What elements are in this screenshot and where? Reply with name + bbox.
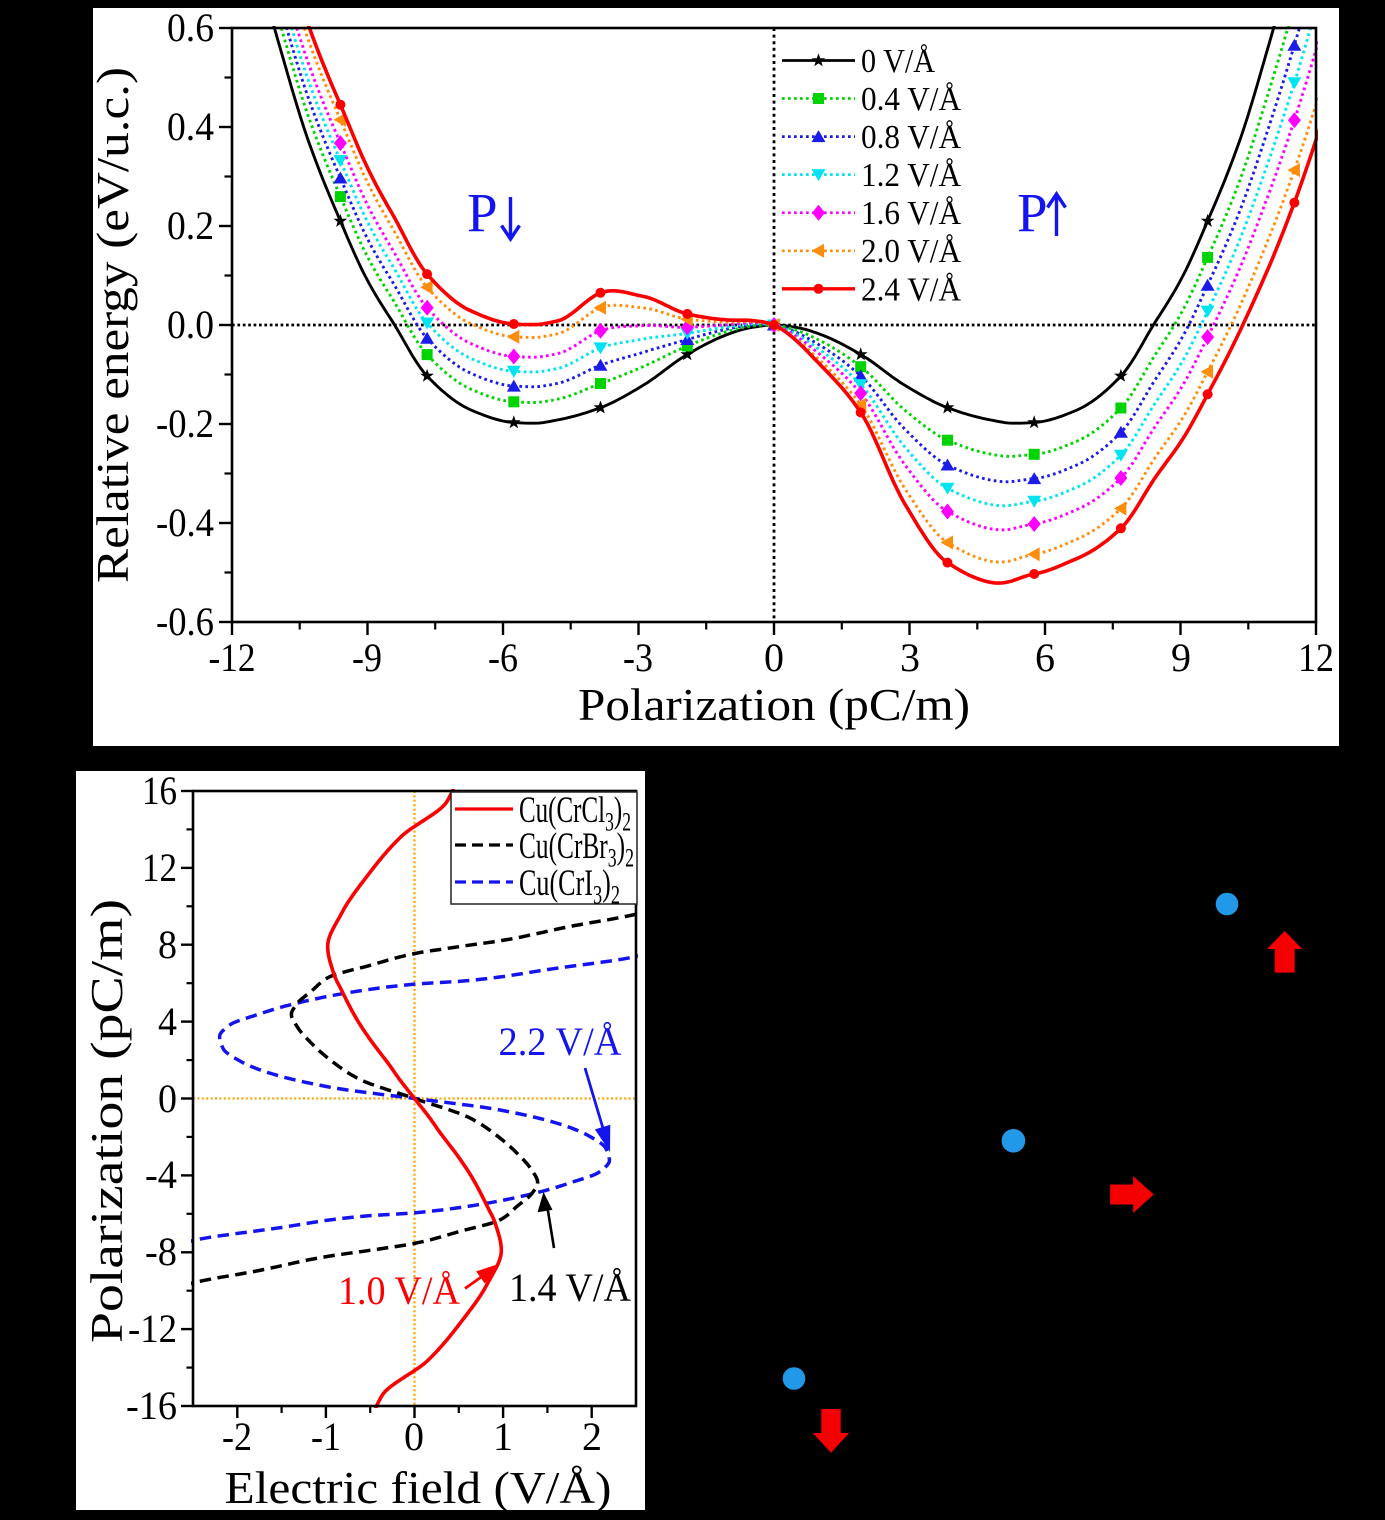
svg-text:-12: -12 [209,635,256,680]
svg-text:1.0 V/Å: 1.0 V/Å [338,1268,460,1313]
svg-text:Polarization (pC/m): Polarization (pC/m) [578,680,970,730]
svg-text:-3: -3 [623,635,653,680]
svg-text:16: 16 [142,768,177,813]
svg-text:-6: -6 [488,635,518,680]
svg-text:Cu(CrI3)2: Cu(CrI3)2 [519,863,620,910]
svg-text:4: 4 [158,999,177,1044]
svg-text:12: 12 [1298,635,1334,680]
svg-text:3: 3 [900,635,920,680]
svg-text:0.6: 0.6 [167,5,214,50]
svg-text:Relative energy (eV/u.c.): Relative energy (eV/u.c.) [88,67,138,583]
svg-text:0.2: 0.2 [167,203,214,248]
svg-text:P: P [1017,182,1048,243]
svg-text:-4: -4 [145,1152,177,1197]
svg-text:0.4 V/Å: 0.4 V/Å [861,81,961,118]
svg-text:0: 0 [158,1076,177,1121]
svg-text:2.2 V/Å: 2.2 V/Å [499,1019,622,1064]
svg-text:8: 8 [158,922,177,967]
svg-text:6: 6 [1035,635,1055,680]
svg-text:0.8 V/Å: 0.8 V/Å [861,119,961,156]
svg-text:9: 9 [1171,635,1191,680]
svg-text:-0.6: -0.6 [156,599,214,644]
svg-text:-16: -16 [126,1383,177,1428]
svg-text:-1: -1 [311,1414,341,1459]
svg-text:-0.4: -0.4 [156,500,214,545]
svg-text:1.4 V/Å: 1.4 V/Å [509,1265,631,1310]
svg-text:-9: -9 [352,635,382,680]
svg-text:1.2 V/Å: 1.2 V/Å [861,157,961,194]
svg-text:-0.2: -0.2 [156,401,214,446]
svg-text:-8: -8 [145,1229,177,1274]
svg-text:2.0 V/Å: 2.0 V/Å [861,233,961,270]
svg-text:-12: -12 [128,1306,177,1351]
svg-text:12: 12 [142,845,177,890]
svg-text:0.0: 0.0 [167,302,214,347]
svg-text:0: 0 [404,1414,424,1459]
svg-text:1.6 V/Å: 1.6 V/Å [861,195,961,232]
svg-text:0.4: 0.4 [167,104,214,149]
svg-text:Electric field (V/Å): Electric field (V/Å) [225,1463,612,1513]
svg-text:P: P [467,182,498,243]
svg-text:-2: -2 [222,1414,252,1459]
svg-text:0 V/Å: 0 V/Å [861,43,935,80]
svg-text:2.4 V/Å: 2.4 V/Å [861,271,961,308]
svg-text:Polarization (pC/m): Polarization (pC/m) [82,899,132,1343]
svg-text:1: 1 [493,1414,513,1459]
svg-text:2: 2 [582,1414,602,1459]
svg-text:0: 0 [764,635,784,680]
